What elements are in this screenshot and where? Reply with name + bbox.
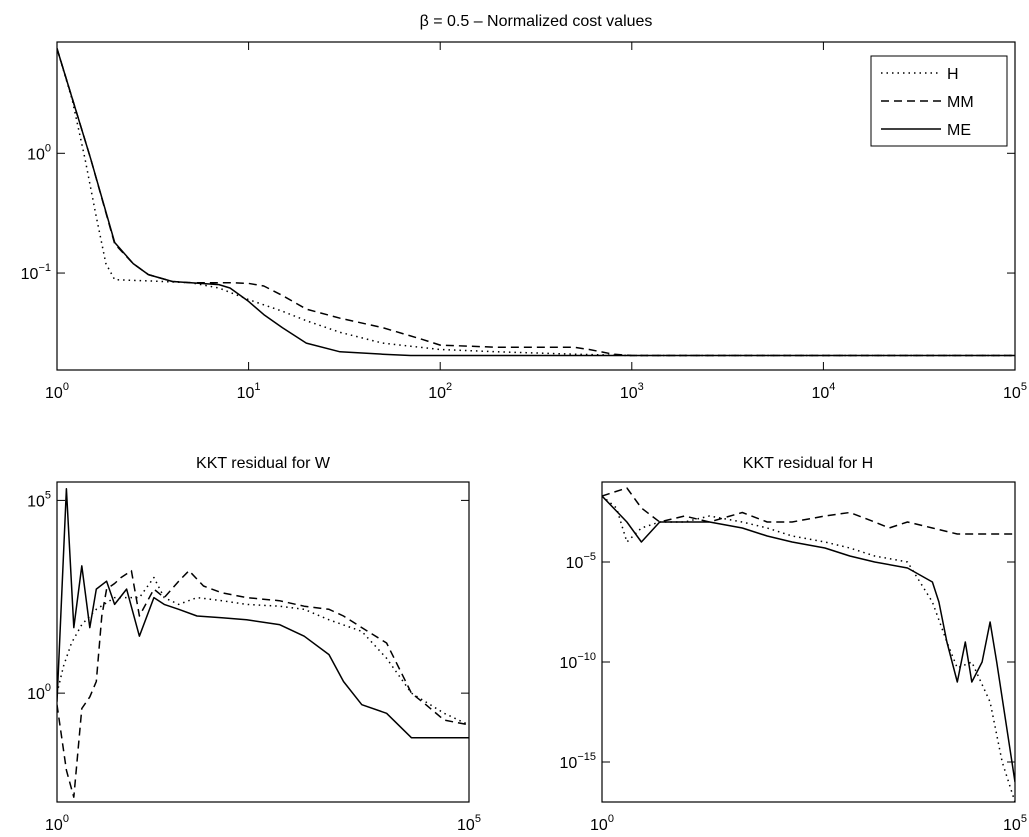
kkt-h-ytick-label: 10−15 xyxy=(560,751,596,772)
cost-values-series-me xyxy=(57,48,1015,357)
kkt-w-ytick-label: 100 xyxy=(27,682,51,703)
kkt-h-title: KKT residual for H xyxy=(743,455,873,472)
kkt-w-ticks: 100 105 100 105 xyxy=(27,482,481,834)
cost-values-xtick-label: 101 xyxy=(237,381,261,402)
kkt-w-series-mm xyxy=(57,569,469,798)
kkt-w-series-me xyxy=(57,488,469,739)
cost-values-xtick-label: 102 xyxy=(428,381,452,402)
kkt-h-axes-box xyxy=(601,481,1016,803)
kkt-h-series-mm xyxy=(602,487,1015,535)
kkt-w-ytick-label: 105 xyxy=(27,489,51,510)
cost-values-xtick-label: 100 xyxy=(45,381,69,402)
legend: H MM ME xyxy=(870,55,1008,147)
kkt-h-series-me xyxy=(602,495,1015,783)
kkt-h-ytick-label: 10−5 xyxy=(566,551,596,572)
kkt-h-xtick-label: 100 xyxy=(590,813,614,834)
cost-values-ticks: 100 101 102 103 104 105 10−1 100 xyxy=(21,42,1027,402)
legend-label-mm: MM xyxy=(947,94,974,111)
kkt-h-xtick-label: 105 xyxy=(1003,813,1027,834)
cost-values-ytick-label: 10−1 xyxy=(21,262,51,283)
kkt-h-series-h xyxy=(602,495,1015,802)
cost-values-xtick-label: 103 xyxy=(620,381,644,402)
cost-values-series-layer xyxy=(57,48,1015,357)
cost-values-panel: β = 0.5 – Normalized cost values 100 101 1… xyxy=(21,13,1027,402)
kkt-w-axes-box xyxy=(56,481,470,803)
legend-label-h: H xyxy=(947,66,959,83)
kkt-w-title: KKT residual for W xyxy=(196,455,331,472)
kkt-w-xtick-label: 100 xyxy=(45,813,69,834)
kkt-w-panel: KKT residual for W 100 105 100 105 xyxy=(27,455,481,834)
kkt-h-series-layer xyxy=(602,487,1015,802)
cost-values-axes-box xyxy=(56,41,1016,371)
cost-values-ytick-label: 100 xyxy=(27,142,51,163)
kkt-w-xtick-label: 105 xyxy=(457,813,481,834)
cost-values-title: β = 0.5 – Normalized cost values xyxy=(420,13,653,30)
cost-values-xtick-label: 104 xyxy=(811,381,835,402)
legend-label-me: ME xyxy=(947,122,971,139)
kkt-w-series-layer xyxy=(57,488,469,798)
kkt-h-ytick-label: 10−10 xyxy=(560,651,596,672)
cost-values-xtick-label: 105 xyxy=(1003,381,1027,402)
kkt-h-ticks: 100 105 10−15 10−10 10−5 xyxy=(560,482,1027,834)
kkt-h-panel: KKT residual for H 100 105 10−15 10−10 10−5 xyxy=(560,455,1027,834)
